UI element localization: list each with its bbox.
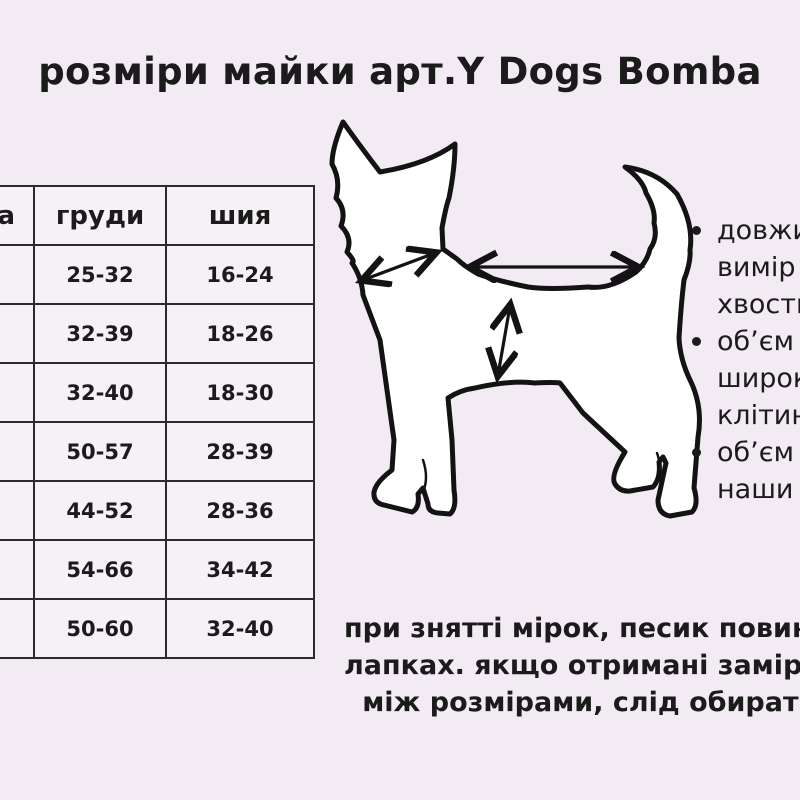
- size-cell-clipped: [0, 421, 35, 482]
- hind-paw-detail: [655, 451, 661, 479]
- neck-cell: 18-26: [165, 303, 315, 364]
- neck-cell: 32-40: [165, 598, 315, 659]
- table-header-row: а груди шия: [0, 185, 315, 246]
- note-line: довжи: [717, 215, 800, 246]
- size-cell-clipped: [0, 598, 35, 659]
- chest-cell: 50-60: [33, 598, 167, 659]
- chest-cell: 25-32: [33, 244, 167, 305]
- size-cell-clipped: [0, 362, 35, 423]
- note-line: об’єм: [717, 326, 794, 357]
- neck-cell: 18-30: [165, 362, 315, 423]
- size-table: а груди шия 25-32 16-24 32-39 18-26 32-4…: [0, 185, 315, 659]
- note-line: об’єм: [717, 437, 794, 468]
- table-row: 25-32 16-24: [0, 244, 315, 305]
- table-row: 50-60 32-40: [0, 598, 315, 659]
- dog-measurement-diagram: [329, 119, 702, 519]
- chest-cell: 32-40: [33, 362, 167, 423]
- dog-body-outline: [329, 119, 702, 519]
- note-neck-girth: об’єм наши: [692, 434, 800, 508]
- table-row: 50-57 28-39: [0, 421, 315, 482]
- neck-cell: 28-39: [165, 421, 315, 482]
- note-line: вимір: [717, 252, 796, 283]
- neck-cell: 28-36: [165, 480, 315, 541]
- instruction-line: при знятті мірок, песик повинен с: [344, 613, 800, 644]
- instruction-line: лапках. якщо отримані заміри пе: [344, 650, 800, 681]
- note-line: хвости: [717, 289, 800, 320]
- note-line: наши: [717, 474, 794, 505]
- dog-outline-illustration: [310, 110, 710, 590]
- size-cell-clipped: [0, 539, 35, 600]
- chest-cell: 32-39: [33, 303, 167, 364]
- bullet-dot: [692, 448, 701, 457]
- bullet-dot: [692, 226, 701, 235]
- neck-cell: 34-42: [165, 539, 315, 600]
- chest-cell: 54-66: [33, 539, 167, 600]
- page-title: розміри майки арт.Y Dogs Bomba: [38, 50, 762, 93]
- note-back-length: довжи вимір хвости: [692, 212, 800, 323]
- table-row: 32-39 18-26: [0, 303, 315, 364]
- chest-cell: 50-57: [33, 421, 167, 482]
- bullet-dot: [692, 337, 701, 346]
- header-size-clipped: а: [0, 185, 35, 246]
- size-cell-clipped: [0, 244, 35, 305]
- front-paw-detail: [421, 458, 428, 494]
- neck-girth-measure-arrow: [363, 253, 435, 280]
- instruction-line: між розмірами, слід обирати б: [362, 687, 800, 718]
- chest-depth-measure-arrow: [498, 306, 510, 375]
- size-cell-clipped: [0, 303, 35, 364]
- neck-cell: 16-24: [165, 244, 315, 305]
- measuring-instructions: при знятті мірок, песик повинен с лапках…: [344, 610, 800, 721]
- header-chest: груди: [33, 185, 167, 246]
- size-cell-clipped: [0, 480, 35, 541]
- table-row: 32-40 18-30: [0, 362, 315, 423]
- header-neck: шия: [165, 185, 315, 246]
- chest-cell: 44-52: [33, 480, 167, 541]
- table-row: 54-66 34-42: [0, 539, 315, 600]
- note-line: клітин: [717, 400, 800, 431]
- table-row: 44-52 28-36: [0, 480, 315, 541]
